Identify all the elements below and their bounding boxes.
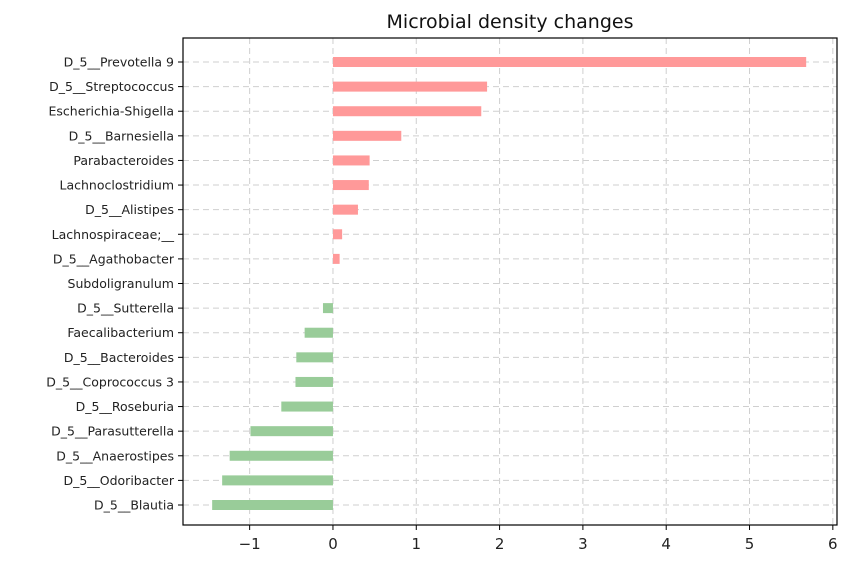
category-label: D_5__Barnesiella xyxy=(69,128,174,143)
category-label: D_5__Coprococcus 3 xyxy=(46,374,174,389)
x-tick-label: −1 xyxy=(239,535,261,553)
x-tick-label: 3 xyxy=(578,535,588,553)
x-tick-label: 6 xyxy=(828,535,838,553)
bar xyxy=(332,204,358,215)
category-label: D_5__Blautia xyxy=(94,498,174,513)
bar xyxy=(322,303,333,314)
grid-lines xyxy=(183,38,837,525)
category-label: Parabacteroides xyxy=(73,153,174,168)
bar xyxy=(332,253,340,264)
bar xyxy=(295,376,333,387)
category-label: D_5__Alistipes xyxy=(85,202,174,217)
bar xyxy=(222,475,333,486)
category-label: Lachnoclostridium xyxy=(59,178,174,193)
chart-title: Microbial density changes xyxy=(387,11,634,33)
bar xyxy=(304,327,333,338)
bar xyxy=(229,450,333,461)
bar xyxy=(296,352,333,363)
bar xyxy=(332,180,369,191)
x-tick-label: 2 xyxy=(495,535,505,553)
x-tick-label: 5 xyxy=(745,535,755,553)
category-label: D_5__Parasutterella xyxy=(51,424,174,439)
category-label: D_5__Sutterella xyxy=(77,301,174,316)
category-label: Lachnospiraceae;__ xyxy=(52,227,175,242)
category-label: D_5__Prevotella 9 xyxy=(64,55,174,70)
bar xyxy=(332,81,488,92)
category-label: Escherichia-Shigella xyxy=(48,104,174,119)
bars xyxy=(212,57,807,510)
x-tick-label: 0 xyxy=(328,535,338,553)
bar xyxy=(250,426,333,437)
category-label: D_5__Streptococcus xyxy=(49,79,174,94)
bar xyxy=(332,130,402,141)
category-label: D_5__Bacteroides xyxy=(64,350,174,365)
category-label: D_5__Odoribacter xyxy=(63,473,174,488)
bar xyxy=(332,229,343,240)
category-label: D_5__Roseburia xyxy=(76,399,174,414)
category-label: Subdoligranulum xyxy=(68,276,174,291)
bar xyxy=(332,57,807,67)
bar xyxy=(212,500,333,510)
bar xyxy=(332,106,482,117)
x-tick-label: 1 xyxy=(412,535,422,553)
x-tick-label: 4 xyxy=(661,535,671,553)
category-label: Faecalibacterium xyxy=(67,325,174,340)
bar xyxy=(281,401,333,412)
category-label: D_5__Agathobacter xyxy=(53,251,175,266)
category-label: D_5__Anaerostipes xyxy=(56,448,174,463)
bar xyxy=(332,155,370,166)
plot-area-frame xyxy=(182,37,838,526)
x-axis-ticks: −1 0 1 2 3 4 5 6 xyxy=(239,525,838,553)
category-labels: D_5__Prevotella 9 D_5__Streptococcus Esche… xyxy=(46,55,183,513)
